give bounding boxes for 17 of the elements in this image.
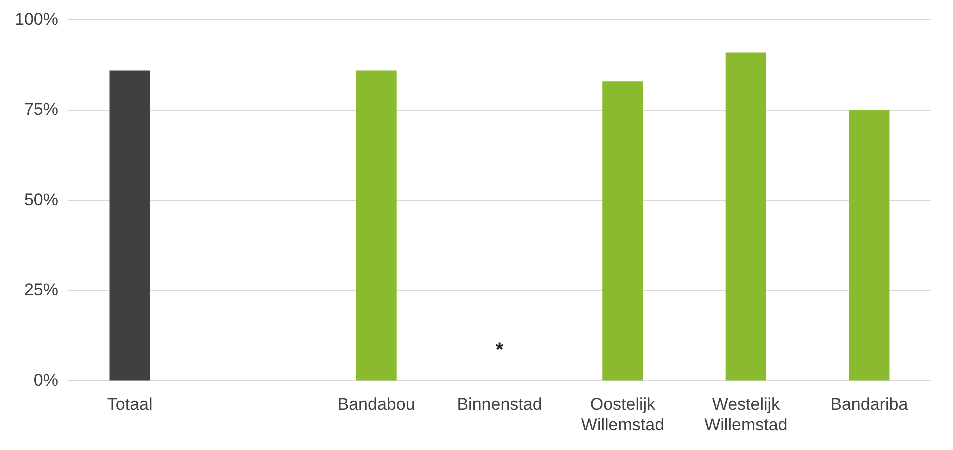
x-tick-label: Westelijk Willemstad: [704, 395, 788, 434]
y-tick-label: 100%: [14, 10, 58, 29]
bar: [356, 70, 397, 381]
bar: [110, 70, 150, 381]
bar: [602, 82, 644, 381]
x-tick-label: Binnenstad: [457, 395, 542, 414]
y-tick-label: 50%: [24, 190, 58, 210]
x-tick-label: Bandabou: [338, 395, 416, 414]
y-tick-label: 25%: [24, 280, 58, 300]
x-tick-label: Oostelijk Willemstad: [581, 395, 665, 434]
x-tick-label: Totaal: [107, 395, 153, 414]
annotation: *: [496, 340, 504, 362]
y-tick-label: 75%: [24, 100, 58, 120]
bar: [726, 52, 767, 381]
y-tick-label: 0%: [34, 370, 58, 390]
x-tick-label: Bandariba: [830, 395, 909, 414]
bar: [849, 110, 890, 381]
